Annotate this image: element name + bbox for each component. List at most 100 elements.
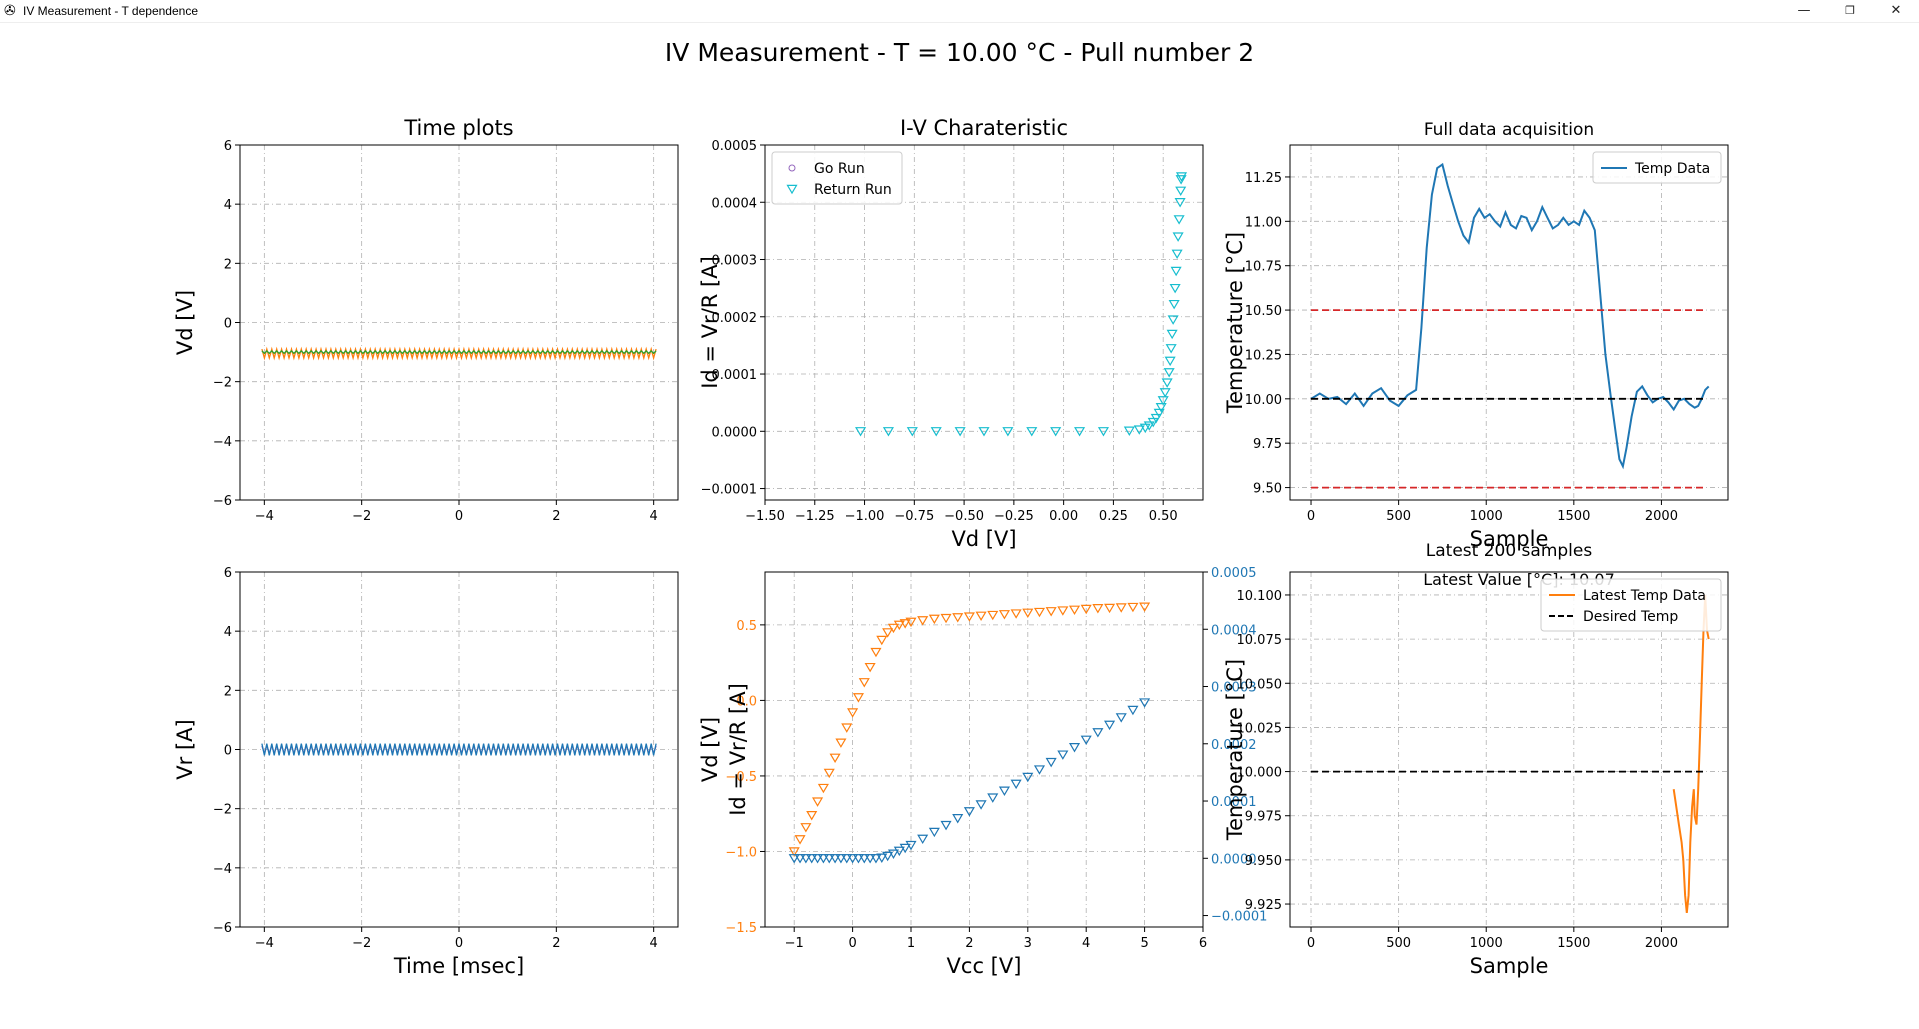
y-tick-label: 0.0001 <box>712 368 758 383</box>
data-point <box>917 616 929 626</box>
y-tick-label: 4 <box>224 625 232 640</box>
x-tick-label: 2 <box>552 936 560 951</box>
axes-frame <box>1289 571 1729 928</box>
data-point <box>1157 396 1169 406</box>
x-tick-label: 0 <box>848 936 856 951</box>
data-point <box>940 820 952 831</box>
x-tick-label: −1.50 <box>745 509 785 524</box>
y-tick-label: 10.000 <box>1237 766 1283 781</box>
data-point <box>1068 605 1081 615</box>
data-point <box>1153 408 1165 419</box>
chart-vr_time: −4 −2 0 2 4 −6 −4 −2 0 2 4 6 Time [msec] Vr [A] <box>173 566 679 978</box>
y-tick-label: 11.00 <box>1245 215 1282 230</box>
x-tick-label: 2 <box>552 509 560 524</box>
y-tick-label: 11.25 <box>1245 171 1282 186</box>
data-point <box>963 807 975 817</box>
y-tick-label: 9.75 <box>1253 437 1282 452</box>
data-point <box>1068 743 1081 753</box>
data-point <box>1002 427 1014 437</box>
data-point <box>1164 356 1176 367</box>
x-axis-label: Vd [V] <box>951 527 1016 551</box>
data-point <box>847 854 859 864</box>
legend-box <box>1540 578 1722 632</box>
data-point <box>1165 344 1177 354</box>
series-line <box>1672 594 1710 914</box>
x-axis-label: Vcc [V] <box>947 954 1022 978</box>
data-point <box>835 738 847 748</box>
data-point <box>823 854 835 864</box>
y2-tick-label: 0.0003 <box>1211 681 1257 696</box>
plot-area <box>788 602 1151 864</box>
legend-label: Desired Temp <box>1583 609 1678 625</box>
data-point <box>887 849 900 859</box>
x-tick-label: 2000 <box>1645 936 1678 951</box>
x-tick-label: −2 <box>352 936 371 951</box>
y-tick-label: 2 <box>224 684 232 699</box>
data-point <box>905 840 917 851</box>
y-tick-label: 0.0004 <box>712 196 758 211</box>
data-point <box>823 768 835 779</box>
y-tick-label: 0.0000 <box>712 425 758 440</box>
data-point <box>987 793 999 803</box>
data-point <box>1150 413 1162 424</box>
data-point <box>1127 602 1139 613</box>
series-line <box>261 346 657 361</box>
maximize-button[interactable]: ❐ <box>1845 4 1855 17</box>
y-tick-label: 4 <box>224 198 232 213</box>
data-point <box>806 811 818 821</box>
data-point <box>987 610 999 621</box>
x-tick-label: 1000 <box>1470 509 1503 524</box>
data-point <box>1170 266 1182 277</box>
data-point <box>1175 175 1187 185</box>
x-tick-label: 4 <box>650 936 658 951</box>
data-point <box>1169 283 1181 294</box>
data-point <box>899 843 911 854</box>
plot-area <box>1310 162 1710 489</box>
data-point <box>906 427 918 437</box>
data-point <box>998 786 1010 796</box>
x-tick-label: −0.25 <box>994 509 1034 524</box>
data-point <box>899 619 911 629</box>
data-point <box>829 854 841 864</box>
y-tick-label: 6 <box>224 566 232 581</box>
legend-label: Return Run <box>814 182 892 198</box>
data-point <box>794 854 806 864</box>
y-tick-label: 0.0 <box>736 694 757 709</box>
close-button[interactable]: ✕ <box>1890 3 1902 18</box>
data-point <box>1171 249 1183 260</box>
data-point <box>1092 728 1104 738</box>
data-point <box>1115 713 1127 723</box>
window-titlebar: ✇ IV Measurement - T dependence — ❐ ✕ <box>0 0 1919 23</box>
data-point <box>952 613 964 623</box>
axes-frame <box>764 144 1204 501</box>
y-tick-label: 10.00 <box>1245 393 1282 408</box>
data-point <box>1173 215 1185 225</box>
data-point <box>1074 427 1086 437</box>
data-point <box>893 846 905 857</box>
x-axis-label: Sample <box>1470 954 1549 978</box>
data-point <box>855 427 867 437</box>
minimize-button[interactable]: — <box>1797 3 1811 18</box>
data-point <box>835 854 847 864</box>
y-tick-label: 10.100 <box>1237 589 1283 604</box>
data-point <box>876 853 888 863</box>
legend: Latest Temp Data Desired Temp <box>1540 578 1722 632</box>
chart-title: Full data acquisition <box>1424 120 1594 140</box>
data-point <box>1104 603 1116 614</box>
data-point <box>1172 232 1184 242</box>
y-tick-label: 0.5 <box>736 619 757 634</box>
x-tick-label: 1 <box>907 936 915 951</box>
y-tick-label: 2 <box>224 257 232 272</box>
chart-latest_temp: 0 500 1000 1500 2000 9.925 9.950 9.975 10.000 10.… <box>1223 541 1729 978</box>
data-point <box>852 854 864 864</box>
x-axis-label: Sample <box>1470 527 1549 551</box>
data-point <box>1175 172 1188 182</box>
y-tick-label: 0 <box>224 744 232 759</box>
x-tick-label: 4 <box>1082 936 1090 951</box>
chart-full_temp: 0 500 1000 1500 2000 9.50 9.75 10.00 10.25 10.50 1… <box>1223 120 1729 551</box>
y-axis-label: Temperature [°C] <box>1223 659 1247 841</box>
y-tick-label: 0 <box>224 317 232 332</box>
y-axis-label: Vd [V] <box>698 717 722 782</box>
data-point <box>1104 720 1116 731</box>
data-point <box>1080 735 1092 745</box>
